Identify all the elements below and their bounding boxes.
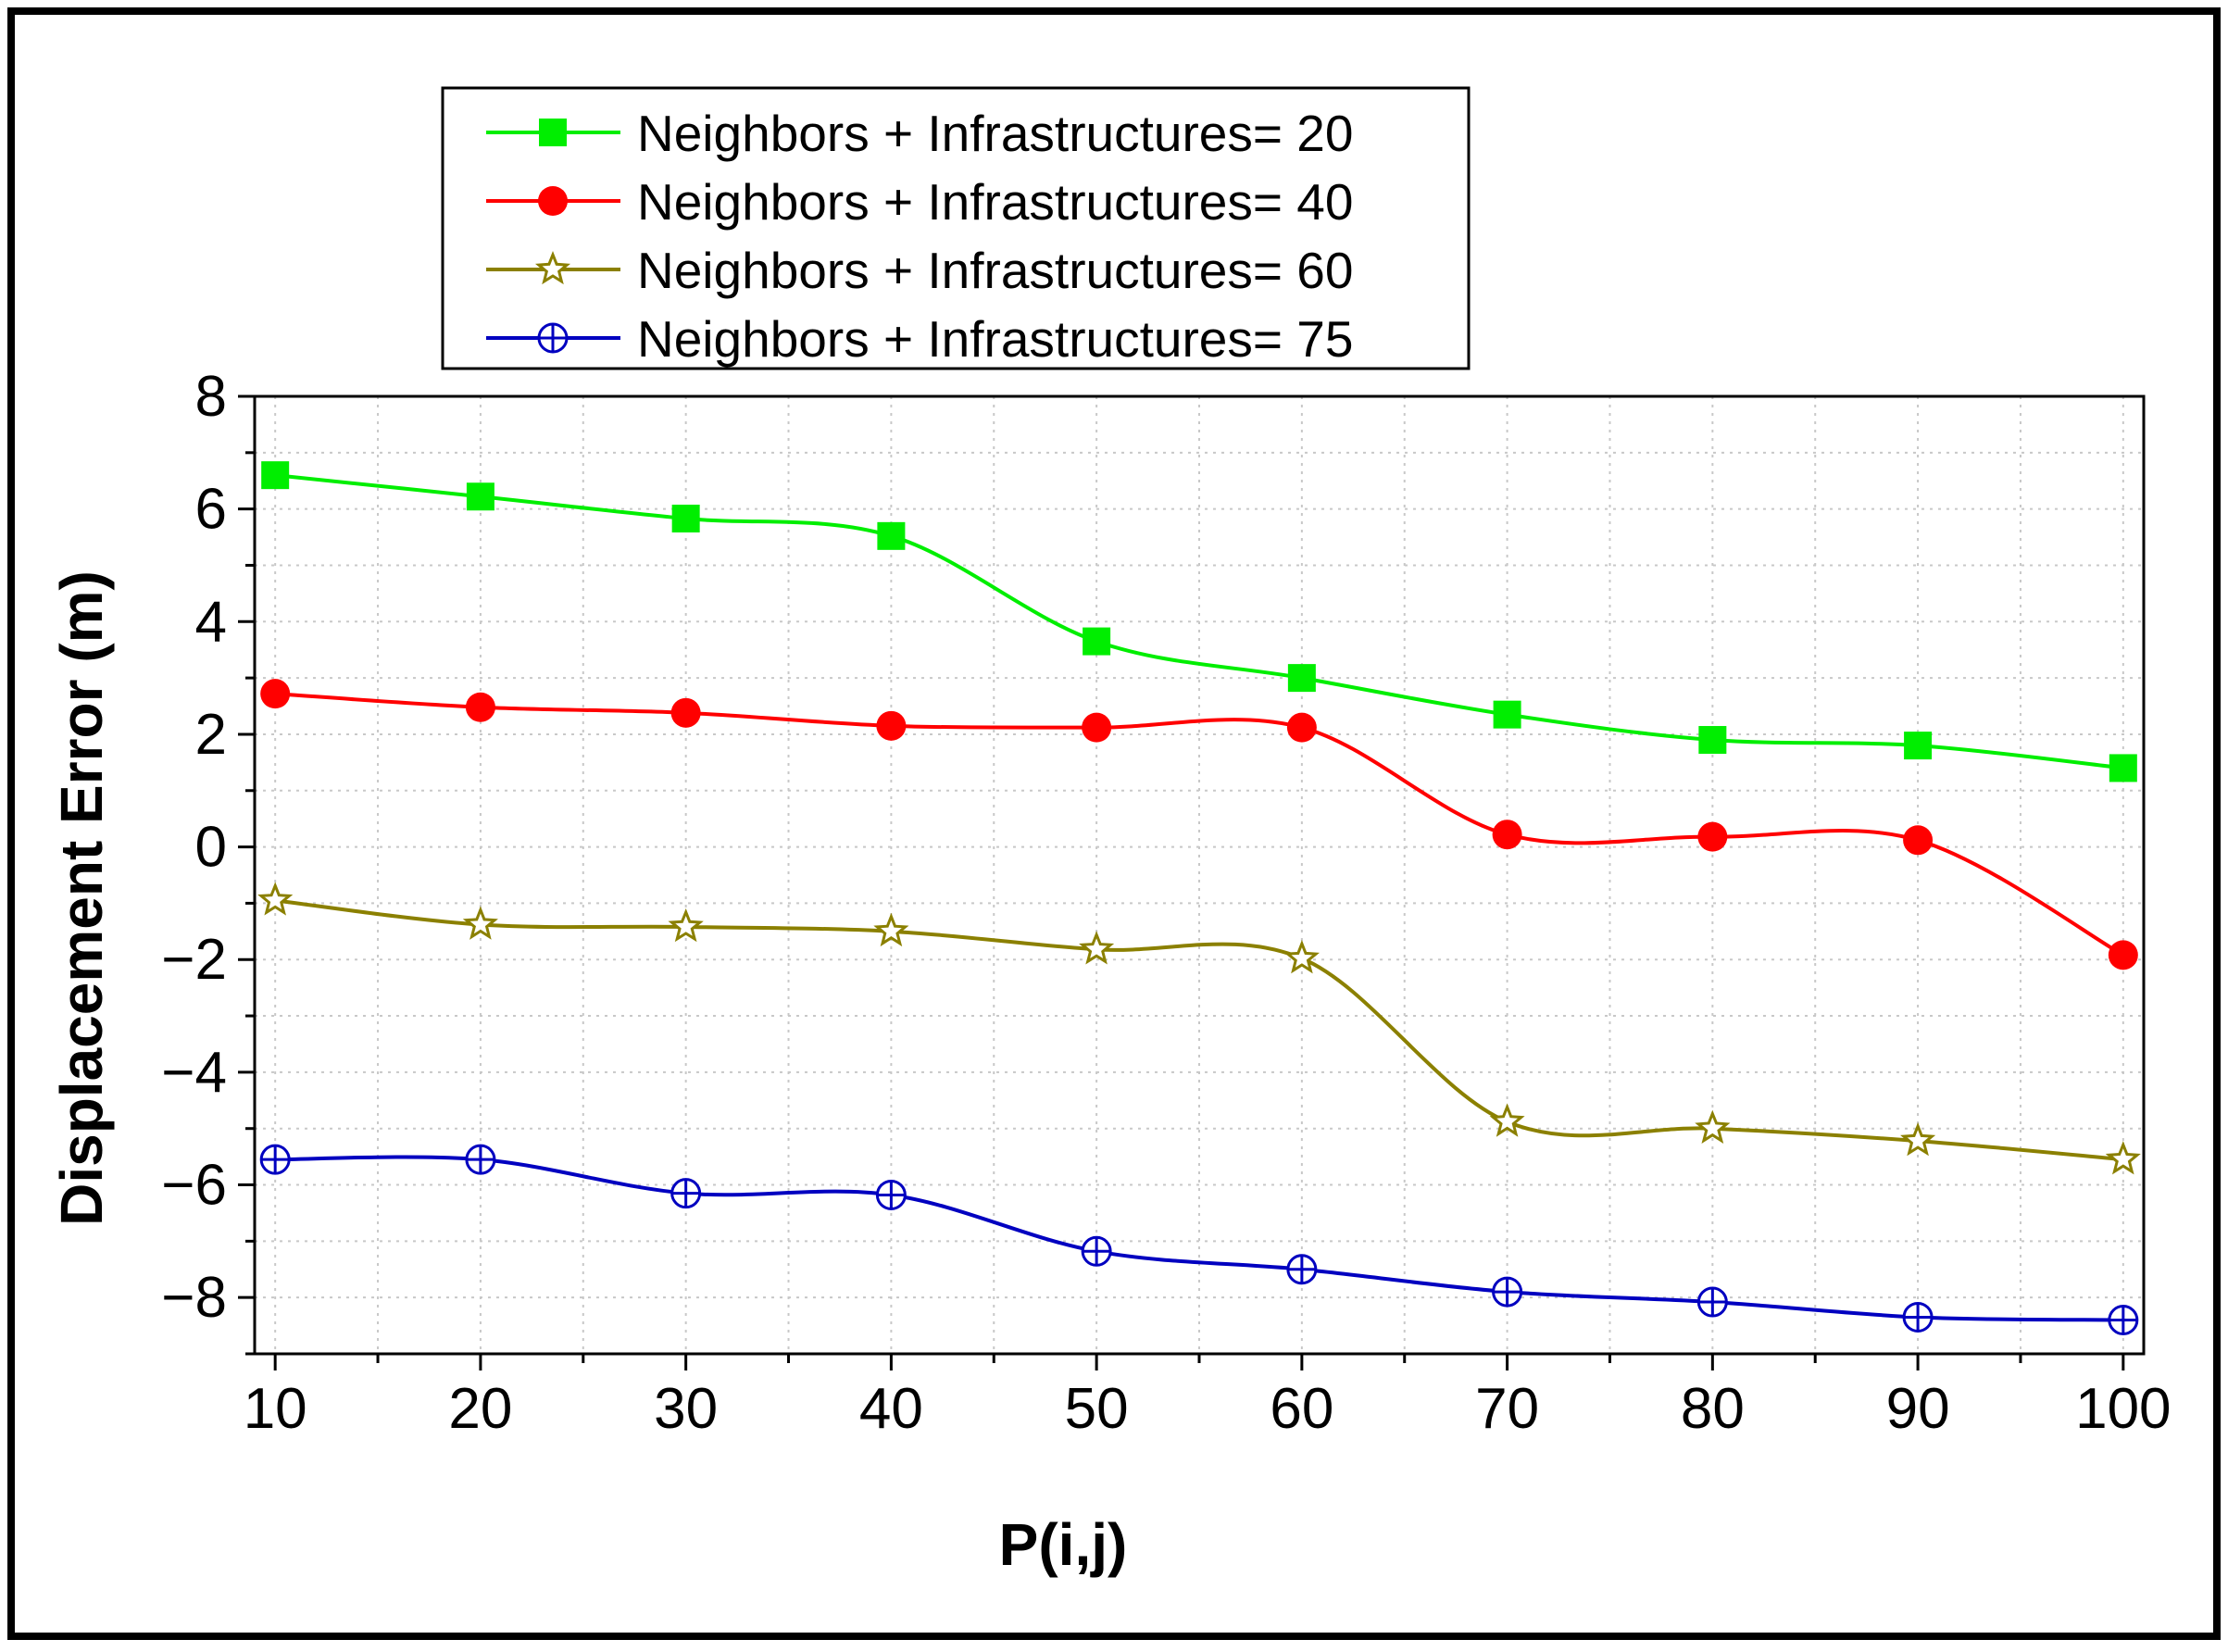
data-point-circle-cross — [2108, 1305, 2139, 1336]
series-2 — [260, 679, 2138, 970]
data-point-circle — [1697, 821, 1728, 852]
x-tick-label: 30 — [654, 1377, 718, 1441]
data-point-circle-cross — [1492, 1276, 1523, 1308]
legend-label: Neighbors + Infrastructures= 20 — [637, 105, 1353, 162]
data-point-square — [1287, 664, 1316, 693]
data-point-circle — [260, 679, 291, 709]
y-tick-label: 8 — [195, 365, 227, 429]
data-point-circle — [876, 710, 907, 741]
x-tick-label: 50 — [1065, 1377, 1129, 1441]
legend-marker-circle — [538, 186, 568, 216]
data-point-circle-cross — [465, 1144, 496, 1175]
data-point-star — [462, 906, 498, 940]
data-point-square — [1698, 726, 1727, 755]
y-tick-label: −8 — [161, 1266, 227, 1330]
data-point-circle — [465, 692, 495, 722]
data-point-star — [1900, 1122, 1936, 1157]
y-tick-label: 0 — [195, 816, 227, 880]
data-point-circle-cross — [259, 1144, 291, 1175]
data-point-square — [466, 482, 494, 511]
legend-marker-star — [534, 250, 571, 285]
legend-label: Neighbors + Infrastructures= 75 — [637, 310, 1353, 368]
x-tick-label: 70 — [1475, 1377, 1539, 1441]
legend-marker-square — [539, 119, 567, 146]
series-line — [274, 473, 2124, 770]
series-3 — [257, 882, 2141, 1175]
data-point-circle — [1903, 825, 1934, 856]
legend: Neighbors + Infrastructures= 20 Neighbors… — [441, 86, 1471, 370]
data-point-circle-cross — [1696, 1286, 1728, 1318]
y-tick-label: −6 — [161, 1154, 227, 1218]
data-point-square — [261, 461, 290, 490]
data-point-star — [873, 912, 909, 947]
data-point-star — [1489, 1103, 1525, 1137]
data-point-star — [668, 907, 704, 943]
data-point-star — [1283, 939, 1320, 974]
x-tick-label: 10 — [244, 1377, 307, 1441]
series-line — [274, 898, 2124, 1162]
series-1 — [261, 461, 2137, 782]
data-point-square — [2109, 754, 2137, 782]
y-tick-label: −2 — [161, 928, 227, 992]
x-tick-label: 40 — [859, 1377, 923, 1441]
series-layer — [257, 461, 2141, 1336]
data-point-square — [671, 504, 700, 532]
y-tick-label: 4 — [195, 590, 227, 654]
data-point-star — [257, 882, 294, 916]
data-point-circle-cross — [1286, 1254, 1318, 1285]
data-point-circle — [1082, 712, 1112, 743]
data-point-circle-cross — [1081, 1235, 1112, 1267]
data-point-square — [1083, 627, 1111, 656]
data-point-star — [1079, 931, 1115, 965]
data-point-circle — [2108, 940, 2138, 970]
x-tick-label: 100 — [2075, 1377, 2171, 1441]
legend-label: Neighbors + Infrastructures= 40 — [637, 173, 1353, 231]
data-point-circle-cross — [875, 1179, 907, 1210]
series-line — [275, 692, 2124, 957]
data-point-square — [1904, 732, 1933, 760]
y-tick-label: 6 — [195, 478, 227, 542]
y-axis-title: Displacement Error (m) — [48, 570, 115, 1226]
legend-label: Neighbors + Infrastructures= 60 — [637, 242, 1353, 299]
series-line — [275, 1155, 2123, 1322]
data-point-circle — [1492, 820, 1522, 850]
data-point-square — [1493, 700, 1521, 729]
data-point-star — [1695, 1109, 1731, 1145]
legend-item: Neighbors + Infrastructures= 60 — [486, 242, 1353, 299]
legend-item: Neighbors + Infrastructures= 40 — [486, 173, 1353, 231]
x-tick-label: 90 — [1886, 1377, 1950, 1441]
y-tick-label: 2 — [195, 703, 227, 767]
legend-item: Neighbors + Infrastructures= 20 — [486, 105, 1353, 162]
legend-box — [441, 86, 1471, 370]
y-tick-label: −4 — [161, 1041, 227, 1105]
data-point-circle — [670, 697, 701, 728]
data-point-circle — [1286, 712, 1317, 743]
legend-marker-circle-cross — [537, 322, 569, 354]
x-tick-label: 80 — [1681, 1377, 1745, 1441]
data-point-square — [877, 521, 906, 550]
data-point-circle-cross — [670, 1178, 702, 1209]
data-point-star — [2105, 1141, 2141, 1175]
x-axis-title: P(i,j) — [999, 1511, 1128, 1578]
data-point-circle-cross — [1902, 1301, 1934, 1333]
x-tick-label: 60 — [1270, 1377, 1333, 1441]
x-tick-label: 20 — [448, 1377, 512, 1441]
series-4 — [259, 1144, 2139, 1336]
legend-item: Neighbors + Infrastructures= 75 — [486, 310, 1353, 368]
